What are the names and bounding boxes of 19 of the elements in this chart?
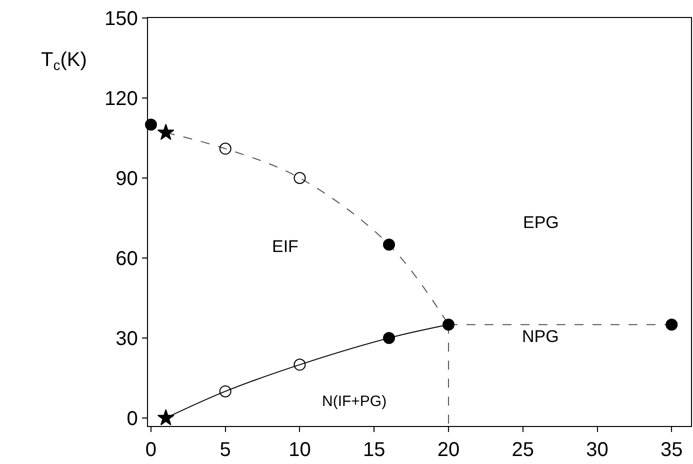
- y-tick-label: 120: [104, 88, 138, 110]
- y-axis-title: T$_{c}$(K): [41, 49, 87, 74]
- x-tick-label: 10: [288, 439, 311, 462]
- x-tick-label: 30: [586, 439, 608, 462]
- x-tick-label: 0: [145, 439, 157, 462]
- x-tick-label: 15: [363, 439, 386, 462]
- y-tick-label: 90: [116, 168, 138, 190]
- x-tick-label: 5: [220, 439, 231, 462]
- y-tick-label: 60: [116, 248, 138, 270]
- x-tick-label: 20: [437, 439, 460, 462]
- x-tick-label: 35: [660, 439, 683, 462]
- annotation: EPG: [523, 213, 559, 232]
- x-tick-label: 25: [512, 439, 534, 462]
- annotation: N(IF+PG): [322, 393, 387, 410]
- y-tick-label: 0: [126, 408, 138, 430]
- annotation: NPG: [522, 327, 559, 346]
- annotation: EIF: [272, 237, 298, 256]
- y-tick-label: 150: [104, 8, 138, 30]
- y-tick-label: 30: [116, 328, 138, 350]
